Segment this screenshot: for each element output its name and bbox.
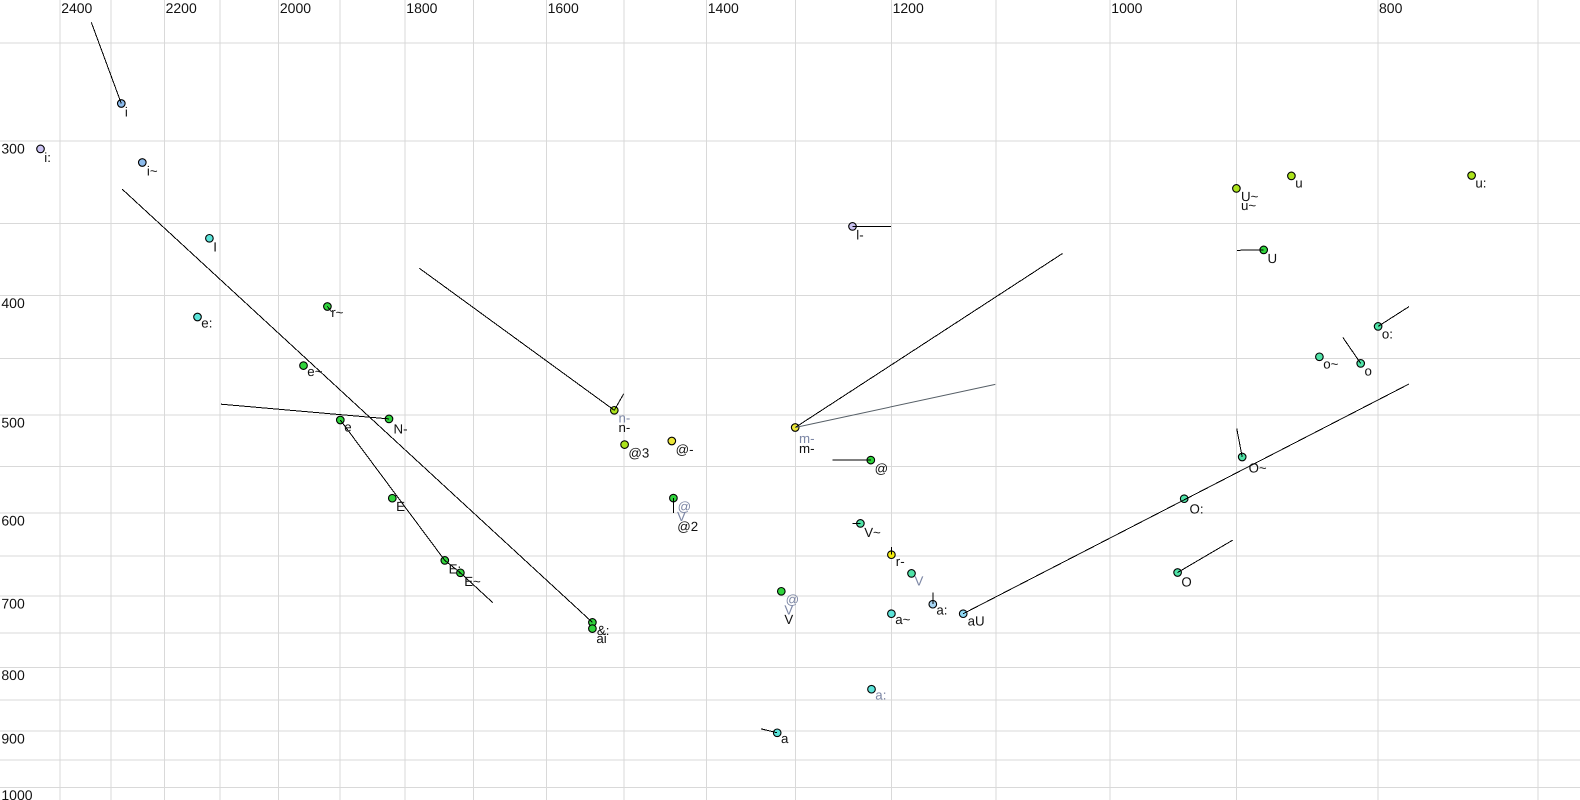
svg-text:n-: n- [619, 411, 631, 426]
svg-text:e:: e: [201, 315, 212, 330]
svg-text:@-: @- [676, 442, 694, 457]
svg-text:e: e [344, 420, 351, 435]
svg-text:&:: &: [597, 623, 610, 638]
svg-text:1000: 1000 [1111, 0, 1142, 16]
svg-text:@: @ [678, 499, 692, 514]
svg-text:V: V [915, 574, 924, 589]
svg-text:aU: aU [968, 614, 985, 629]
svg-text:E:: E: [449, 561, 462, 576]
svg-text:1200: 1200 [893, 0, 924, 16]
svg-text:U~: U~ [1241, 189, 1259, 204]
svg-text:O~: O~ [1249, 460, 1267, 475]
svg-text:r-: r- [896, 554, 905, 569]
svg-text:l-: l- [856, 227, 863, 242]
svg-text:m-: m- [799, 431, 815, 446]
svg-text:e~: e~ [307, 364, 322, 379]
svg-text:@: @ [875, 461, 889, 476]
svg-text:600: 600 [1, 513, 25, 529]
svg-text:1000: 1000 [1, 787, 32, 800]
svg-text:1400: 1400 [708, 0, 739, 16]
svg-text:500: 500 [1, 415, 25, 431]
svg-text:V: V [784, 612, 793, 627]
svg-text:ai: ai [596, 631, 606, 646]
svg-text:E: E [396, 499, 405, 514]
svg-text:O: O [1181, 575, 1191, 590]
svg-text:u~: u~ [1241, 198, 1256, 213]
svg-text:m-: m- [799, 441, 815, 456]
svg-text:2200: 2200 [166, 0, 197, 16]
svg-text:V: V [677, 509, 686, 524]
svg-text:300: 300 [1, 140, 25, 156]
svg-text:@3: @3 [628, 446, 649, 461]
svg-text:V: V [784, 602, 793, 617]
svg-text:a:: a: [875, 687, 886, 702]
svg-text:u: u [1295, 176, 1302, 191]
svg-text:V~: V~ [864, 525, 881, 540]
svg-text:800: 800 [1379, 0, 1403, 16]
svg-text:2400: 2400 [61, 0, 92, 16]
svg-text:900: 900 [1, 730, 25, 746]
svg-text:r~: r~ [331, 305, 343, 320]
svg-text:@: @ [786, 592, 800, 607]
svg-text:i~: i~ [147, 164, 158, 179]
svg-text:a: a [781, 731, 789, 746]
svg-text:a:: a: [936, 603, 947, 618]
svg-text:1600: 1600 [548, 0, 579, 16]
svg-text:o~: o~ [1323, 356, 1338, 371]
svg-text:i:: i: [44, 150, 51, 165]
svg-text:800: 800 [1, 667, 25, 683]
svg-text:o:: o: [1382, 327, 1393, 342]
svg-text:@2: @2 [677, 519, 698, 534]
svg-text:o: o [1365, 363, 1372, 378]
svg-text:E~: E~ [464, 574, 481, 589]
svg-text:a~: a~ [895, 612, 910, 627]
svg-text:2000: 2000 [280, 0, 311, 16]
svg-text:n-: n- [619, 420, 631, 435]
svg-text:400: 400 [1, 295, 25, 311]
svg-text:N-: N- [394, 422, 408, 437]
svg-text:i: i [125, 105, 128, 120]
svg-text:O:: O: [1190, 502, 1204, 517]
svg-text:1800: 1800 [406, 0, 437, 16]
svg-text:700: 700 [1, 595, 25, 611]
svg-text:U: U [1268, 251, 1278, 266]
svg-text:I: I [213, 239, 217, 254]
svg-text:u:: u: [1475, 176, 1486, 191]
